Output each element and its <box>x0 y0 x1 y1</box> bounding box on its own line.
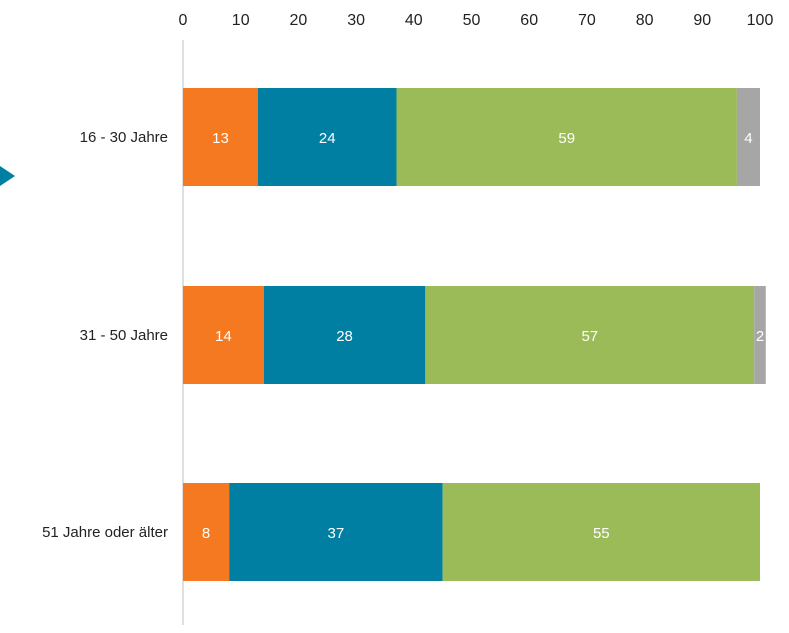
labels-group: 16 - 30 Jahre 13 24 59 431 - 50 Jahre 14 28 57 2… <box>42 129 764 542</box>
bar-segment <box>229 483 443 581</box>
bar-segment <box>754 286 766 384</box>
data-label: 8 <box>202 525 210 542</box>
x-tick-label: 0 <box>179 12 188 29</box>
x-tick-label: 70 <box>578 12 596 29</box>
x-tick-label: 50 <box>463 12 481 29</box>
bar-segment <box>442 483 760 581</box>
category-label: 16 - 30 Jahre <box>80 129 168 146</box>
bar-segment <box>736 88 760 186</box>
bar-segment <box>258 88 397 186</box>
data-label: 55 <box>593 525 610 542</box>
bar-segment <box>183 88 259 186</box>
data-label: 13 <box>212 130 229 147</box>
x-tick-label: 60 <box>520 12 538 29</box>
data-label: 4 <box>744 130 752 147</box>
x-tick-label: 20 <box>290 12 308 29</box>
category-label: 51 Jahre oder älter <box>42 524 168 541</box>
data-label: 24 <box>319 130 336 147</box>
data-label: 59 <box>558 130 575 147</box>
x-tick-label: 100 <box>747 12 774 29</box>
bar-segment <box>183 286 264 384</box>
x-tick-label: 10 <box>232 12 250 29</box>
x-tick-label: 90 <box>693 12 711 29</box>
bar-segment <box>425 286 755 384</box>
data-label: 28 <box>336 328 353 345</box>
x-tick-label: 40 <box>405 12 423 29</box>
data-label: 57 <box>581 328 598 345</box>
data-label: 37 <box>328 525 345 542</box>
pointer-arrow-icon <box>0 166 15 186</box>
bar-segment <box>183 483 230 581</box>
x-tick-label: 80 <box>636 12 654 29</box>
axis-group: 0 10 20 30 40 50 60 70 80 90 100 <box>179 12 774 625</box>
bars-group <box>183 88 766 581</box>
data-label: 2 <box>756 328 764 345</box>
category-label: 31 - 50 Jahre <box>80 327 168 344</box>
bar-segment <box>263 286 426 384</box>
x-tick-label: 30 <box>347 12 365 29</box>
data-label: 14 <box>215 328 232 345</box>
bar-segment <box>396 88 737 186</box>
